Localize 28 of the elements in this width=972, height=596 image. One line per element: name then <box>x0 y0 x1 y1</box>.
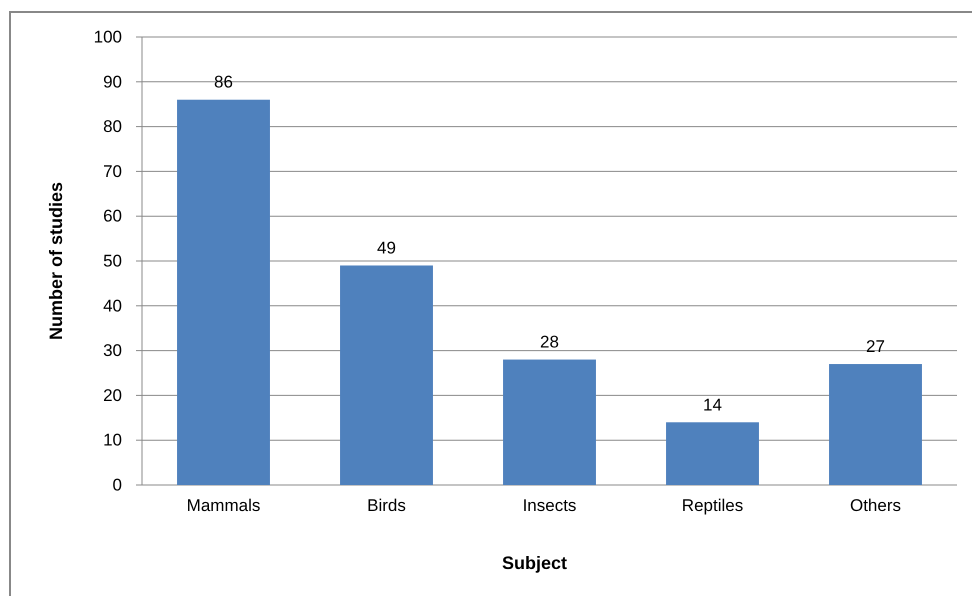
x-axis-title: Subject <box>502 553 568 573</box>
y-tick-label: 80 <box>103 117 122 136</box>
bar <box>503 360 596 485</box>
bar <box>666 422 759 485</box>
data-label: 14 <box>703 395 722 414</box>
bar <box>829 364 922 485</box>
y-tick-label: 40 <box>103 296 122 316</box>
x-tick-label: Birds <box>367 496 406 516</box>
x-tick-label: Reptiles <box>682 496 744 516</box>
x-tick-label: Mammals <box>186 496 260 516</box>
data-label: 27 <box>866 337 885 356</box>
y-tick-label: 20 <box>103 386 122 405</box>
x-tick-label: Others <box>850 496 902 516</box>
y-tick-label: 50 <box>103 251 122 270</box>
y-tick-label: 70 <box>103 162 122 181</box>
data-label: 28 <box>540 332 559 352</box>
x-tick-label: Insects <box>522 496 576 516</box>
y-tick-label: 10 <box>103 430 122 450</box>
y-tick-label: 100 <box>94 27 122 46</box>
y-axis-title: Number of studies <box>46 182 66 340</box>
y-tick-label: 0 <box>112 475 122 494</box>
y-tick-label: 30 <box>103 341 122 360</box>
data-label: 49 <box>377 238 396 258</box>
y-tick-label: 60 <box>103 206 122 226</box>
bar <box>177 100 270 485</box>
y-tick-label: 90 <box>103 72 122 92</box>
bar <box>340 265 433 485</box>
data-label: 86 <box>214 72 233 92</box>
